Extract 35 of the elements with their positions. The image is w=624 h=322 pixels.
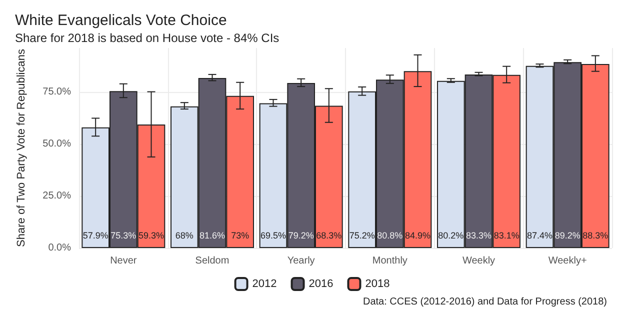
x-tick-label: Never [110,256,138,266]
data-label: 73% [231,230,250,240]
y-tick-label: 50.0% [42,138,72,150]
text: Data: CCES (2012-2016) and Data for Progress (2018) [362,296,607,308]
data-label: 81.6% [199,230,226,240]
x-tick-label: Yearly [287,256,315,266]
data-label: 80.2% [438,230,464,240]
x-tick-label: Weekly [462,256,496,266]
data-label: 59.3% [138,230,164,240]
legend-label: 2016 [308,278,334,290]
x-tick-label: Monthly [372,256,408,266]
y-tick-label: 0.0% [48,242,72,254]
data-label: 87.4% [526,230,553,240]
y-tick-label: 25.0% [42,190,72,202]
data-label: 83.1% [494,230,520,240]
data-label: 57.9% [82,230,108,240]
data-label: 89.2% [554,230,580,240]
y-axis-title: Share of Two Party Vote for Republicans [16,48,28,247]
chart-title: White Evangelicals Vote Choice [15,12,227,29]
x-tick-label: Seldom [195,256,230,266]
data-label: 68.3% [316,230,342,240]
data-label: 79.2% [288,230,314,240]
data-label: 75.2% [349,230,375,240]
y-tick-label: 75.0% [42,86,72,98]
x-tick-label: Weekly+ [548,256,587,266]
chart-subtitle: Share for 2018 is based on House vote - 84% CIs [15,31,280,45]
data-label: 75.3% [110,230,136,240]
data-label: 80.8% [377,230,403,240]
data-label: 69.5% [260,230,286,240]
data-label: 83.3% [466,230,492,240]
legend-label: 2012 [252,278,277,290]
data-label: 84.9% [404,230,431,240]
legend-label: 2018 [365,278,390,290]
data-label: 68% [175,230,194,240]
data-label: 88.3% [582,230,608,240]
